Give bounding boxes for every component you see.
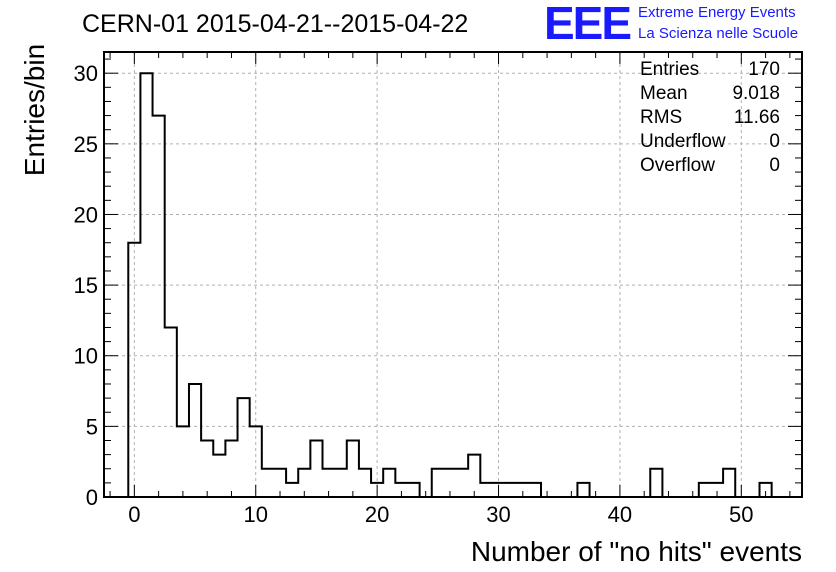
- histogram-bar: [213, 455, 225, 497]
- histogram-bar: [529, 483, 541, 497]
- histogram-bar: [359, 469, 371, 497]
- y-tick-label: 30: [74, 61, 98, 86]
- histogram-bar: [165, 327, 177, 497]
- y-tick-label: 15: [74, 273, 98, 298]
- stats-box: Entries 170 Mean 9.018 RMS 11.66 Underflow 0 Ove…: [640, 58, 780, 178]
- stats-row: Entries 170: [640, 58, 780, 82]
- histogram-bar: [335, 469, 347, 497]
- stats-row: Overflow 0: [640, 154, 780, 178]
- histogram-bar: [468, 455, 480, 497]
- histogram-bar: [153, 116, 165, 497]
- histogram-bar: [699, 483, 711, 497]
- histogram-bar: [505, 483, 517, 497]
- histogram-bar: [723, 469, 735, 497]
- x-tick-label: 10: [243, 502, 267, 527]
- histogram-bar: [650, 469, 662, 497]
- stats-label: Underflow: [640, 131, 726, 152]
- plot-frame: [103, 51, 803, 498]
- histogram-bar: [407, 483, 419, 497]
- stats-label: Mean: [640, 83, 688, 104]
- logo-line-1: Extreme Energy Events: [638, 4, 796, 21]
- histogram-bar: [310, 440, 322, 497]
- histogram-bar: [347, 440, 359, 497]
- histogram-bar: [432, 469, 444, 497]
- histogram-bar: [189, 384, 201, 497]
- eee-logo: EEE: [544, 0, 632, 49]
- x-tick-label: 50: [729, 502, 753, 527]
- histogram-bar: [225, 440, 237, 497]
- chart-title: CERN-01 2015-04-21--2015-04-22: [82, 10, 469, 38]
- y-tick-label: 25: [74, 132, 98, 157]
- stats-value: 0: [769, 131, 780, 152]
- histogram-bar: [286, 483, 298, 497]
- stats-value: 170: [748, 59, 780, 80]
- histogram-bar: [201, 440, 213, 497]
- histogram-bar: [383, 469, 395, 497]
- y-tick-label: 10: [74, 344, 98, 369]
- stats-label: Entries: [640, 59, 700, 80]
- x-tick-label: 40: [608, 502, 632, 527]
- y-tick-label: 5: [86, 414, 98, 439]
- stats-value: 11.66: [733, 107, 780, 128]
- x-tick-label: 0: [128, 502, 140, 527]
- y-tick-label: 20: [74, 202, 98, 227]
- logo-line-2: La Scienza nelle Scuole: [638, 25, 799, 42]
- x-tick-label: 20: [365, 502, 389, 527]
- stats-value: 9.018: [732, 83, 780, 104]
- histogram-bar: [456, 469, 468, 497]
- stats-row: RMS 11.66: [640, 106, 780, 130]
- histogram-bar: [177, 426, 189, 497]
- stats-row: Underflow 0: [640, 130, 780, 154]
- stats-row: Mean 9.018: [640, 82, 780, 106]
- histogram-bar: [577, 483, 589, 497]
- stats-value: 0: [769, 155, 780, 176]
- stats-label: Overflow: [640, 155, 715, 176]
- histogram-bar: [238, 398, 250, 497]
- histogram-outline: [127, 72, 773, 498]
- x-axis-label: Number of "no hits" events: [470, 536, 802, 567]
- histogram-bar: [480, 483, 492, 497]
- y-tick-label: 0: [86, 485, 98, 510]
- x-tick-label: 30: [486, 502, 510, 527]
- stats-label: RMS: [640, 107, 683, 128]
- histogram-bar: [262, 469, 274, 497]
